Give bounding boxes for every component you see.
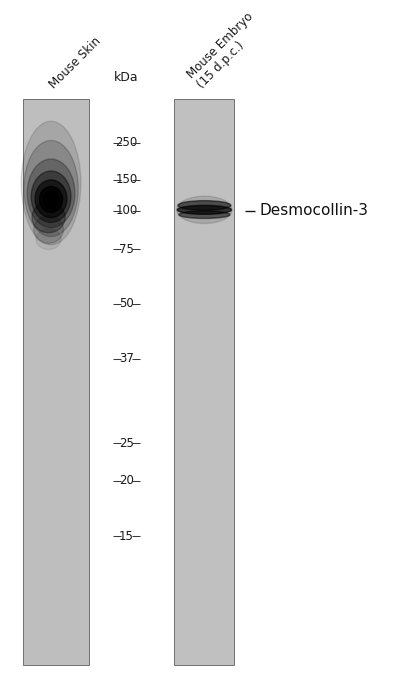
Ellipse shape	[39, 187, 63, 213]
Ellipse shape	[44, 191, 59, 208]
Text: 50: 50	[119, 298, 134, 310]
Ellipse shape	[21, 121, 81, 245]
Text: 20: 20	[119, 475, 134, 487]
Text: 100: 100	[115, 204, 138, 217]
FancyBboxPatch shape	[23, 99, 89, 665]
Text: Desmocollin-3: Desmocollin-3	[259, 203, 369, 218]
Ellipse shape	[31, 171, 71, 222]
Ellipse shape	[32, 202, 65, 233]
Ellipse shape	[34, 216, 63, 244]
Ellipse shape	[35, 180, 67, 217]
Text: Mouse Embryo
(15 d.p.c.): Mouse Embryo (15 d.p.c.)	[185, 10, 266, 91]
Ellipse shape	[36, 229, 61, 250]
Ellipse shape	[24, 141, 78, 237]
Text: 37: 37	[119, 353, 134, 365]
FancyBboxPatch shape	[174, 99, 234, 665]
Ellipse shape	[177, 205, 232, 214]
Text: kDa: kDa	[114, 71, 139, 84]
Ellipse shape	[178, 200, 231, 210]
Ellipse shape	[179, 211, 230, 218]
Text: 25: 25	[119, 437, 134, 449]
Text: 250: 250	[115, 137, 138, 149]
Text: 15: 15	[119, 530, 134, 543]
Ellipse shape	[177, 196, 232, 224]
Text: 150: 150	[115, 174, 138, 186]
Text: Mouse Skin: Mouse Skin	[47, 35, 103, 91]
Ellipse shape	[27, 159, 75, 228]
Text: 75: 75	[119, 243, 134, 255]
